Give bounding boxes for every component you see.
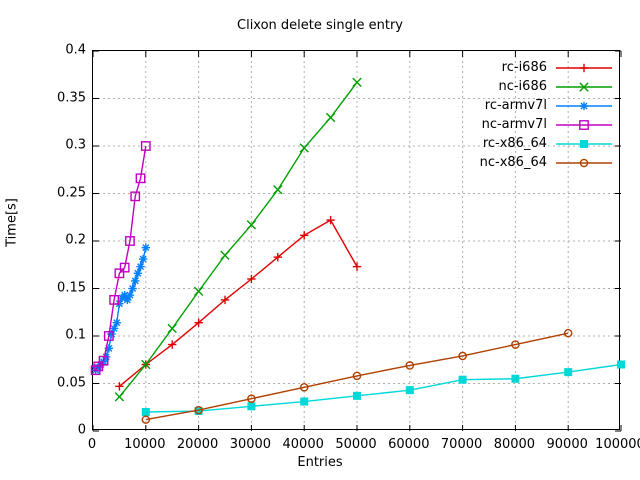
x-tick-label: 0 (87, 437, 97, 452)
legend-label: nc-x86_64 (479, 155, 547, 170)
legend-label: nc-armv7l (481, 117, 547, 132)
series-nc-i686 (114, 77, 362, 402)
y-tick-label: 0.1 (65, 327, 86, 343)
legend-item-nc-i686[interactable]: nc-i686 (430, 77, 615, 96)
legend-label: rc-x86_64 (482, 136, 547, 151)
legend-label: rc-i686 (501, 60, 547, 75)
x-tick-label: 10000 (124, 437, 166, 452)
legend-swatch (556, 158, 612, 167)
x-tick-label: 60000 (388, 437, 430, 452)
legend-label: nc-i686 (498, 79, 547, 94)
legend-label: rc-armv7l (484, 98, 547, 113)
x-axis-label: Entries (297, 455, 343, 470)
x-tick-label: 20000 (176, 437, 219, 452)
legend-swatch (556, 81, 612, 92)
x-tick-label: 90000 (546, 437, 588, 452)
chart-title: Clixon delete single entry (237, 18, 403, 33)
series-nc-x86_64 (141, 328, 573, 424)
x-tick-label: 80000 (493, 437, 536, 452)
series-rc-x86_64 (141, 360, 625, 416)
series-nc-armv7l (90, 141, 151, 376)
x-tick-label: 100000 (595, 437, 640, 452)
legend-swatch (556, 139, 612, 148)
x-tick-label: 70000 (440, 437, 483, 452)
legend-swatch (556, 119, 612, 130)
y-tick-label: 0.05 (57, 375, 86, 390)
y-tick-label: 0.35 (57, 90, 86, 105)
y-tick-label: 0.3 (65, 137, 86, 153)
legend-swatch (556, 63, 612, 72)
chart-legend: rc-i686 nc-i686 rc-armv7l nc-armv7l rc-x86_6… (430, 58, 615, 172)
data-series-layer (90, 77, 625, 424)
plot-area (90, 50, 625, 432)
y-tick-label: 0.15 (57, 280, 86, 295)
legend-swatch (556, 101, 612, 110)
y-tick-label: 0.25 (57, 185, 86, 200)
grid-lines (92, 50, 622, 432)
x-tick-label: 40000 (282, 437, 324, 452)
legend-item-rc-i686[interactable]: rc-i686 (430, 58, 615, 77)
legend-item-rc-x86_64[interactable]: rc-x86_64 (430, 134, 615, 153)
x-tick-label: 50000 (335, 437, 377, 452)
x-tick-label: 30000 (229, 437, 272, 452)
series-rc-i686 (115, 215, 362, 391)
y-tick-label: 0.4 (65, 42, 86, 58)
legend-item-rc-armv7l[interactable]: rc-armv7l (430, 96, 615, 115)
legend-item-nc-armv7l[interactable]: nc-armv7l (430, 115, 615, 134)
legend-item-nc-x86_64[interactable]: nc-x86_64 (430, 153, 615, 172)
y-tick-label: 0.2 (65, 232, 86, 248)
y-tick-label: 0 (77, 422, 86, 438)
